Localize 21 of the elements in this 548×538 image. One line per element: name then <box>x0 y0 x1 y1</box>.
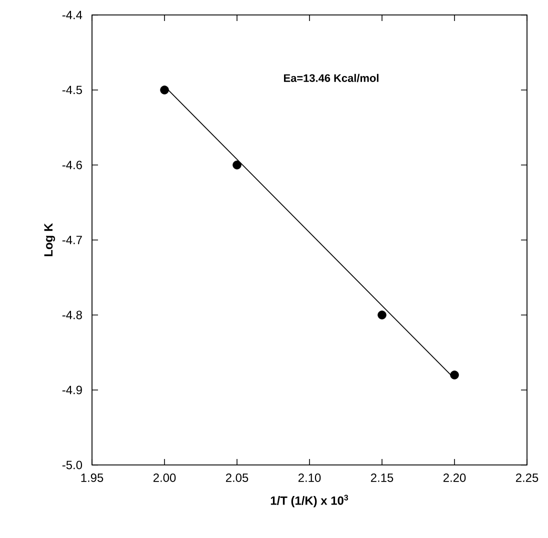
x-axis-title: 1/T (1/K) x 10$^{3}$ <box>270 494 348 508</box>
point <box>232 160 242 170</box>
x-tick-label: 2.00 <box>153 474 176 482</box>
y-tick-label: -5.0 <box>62 460 82 470</box>
x-tick-label: 1.95 <box>81 474 104 482</box>
x-tick-label: 2.10 <box>298 474 321 482</box>
y-tick-label: -4.6 <box>62 160 82 170</box>
y-tick-label: -4.8 <box>62 310 82 320</box>
y-tick-label: -4.5 <box>62 86 82 94</box>
point <box>450 370 459 380</box>
y-tick-label: -4.9 <box>62 386 82 394</box>
x-tick-label: 2.20 <box>443 474 466 482</box>
annotation: Ea=13.46 Kcal/mol <box>284 74 378 82</box>
x-tick-label: 2.05 <box>226 474 248 482</box>
y-tick-label: -4.4 <box>62 10 82 20</box>
x-tick-label: 2.25 <box>516 474 538 482</box>
y-tick-label: -4.7 <box>62 236 82 244</box>
x-tick-label: 2.15 <box>370 474 394 482</box>
point <box>378 310 386 320</box>
point <box>160 86 169 94</box>
y-axis-title: Log K <box>44 223 56 256</box>
